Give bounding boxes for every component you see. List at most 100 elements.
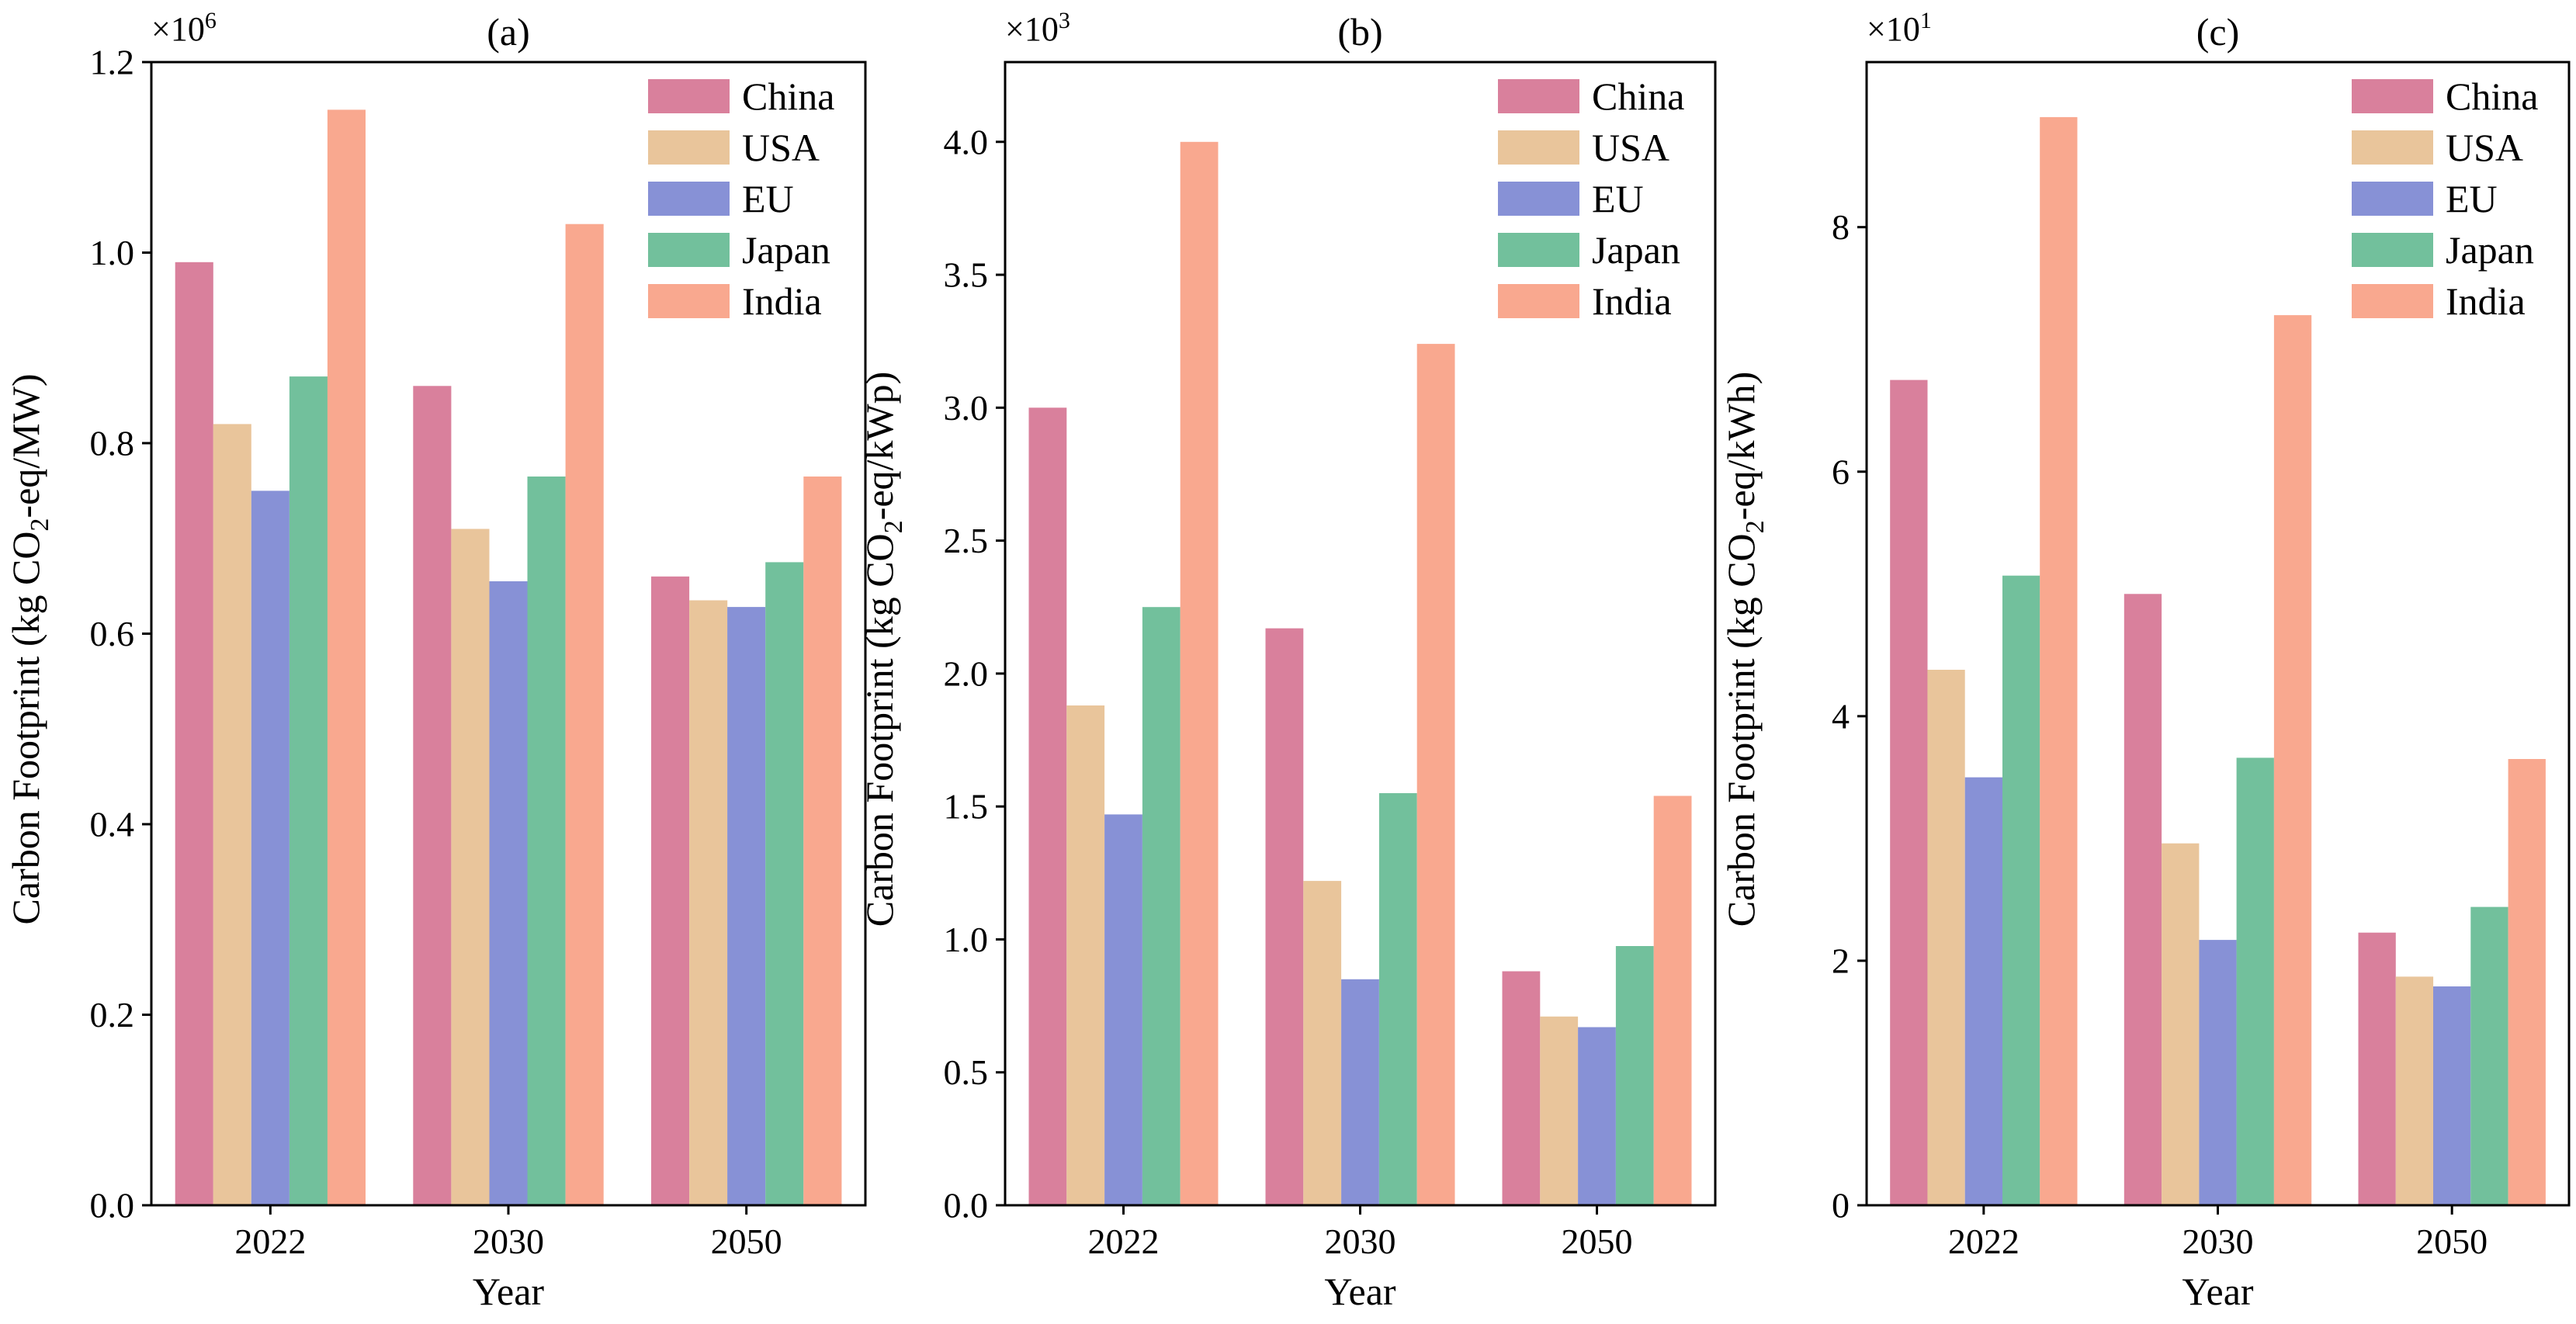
x-tick-label: 2030 xyxy=(1325,1222,1396,1261)
bar-eu-2030 xyxy=(2199,940,2237,1205)
legend-label-japan: Japan xyxy=(742,228,830,272)
x-tick-label: 2030 xyxy=(2182,1222,2254,1261)
bar-china-2030 xyxy=(2124,594,2162,1205)
bar-india-2050 xyxy=(1653,795,1692,1205)
legend-swatch-usa xyxy=(2352,130,2433,165)
bar-eu-2050 xyxy=(1578,1027,1616,1205)
y-tick-label: 0.0 xyxy=(90,1186,135,1225)
bar-china-2050 xyxy=(1502,971,1541,1205)
x-tick-label: 2050 xyxy=(2416,1222,2488,1261)
bar-japan-2022 xyxy=(2002,575,2040,1205)
bar-china-2030 xyxy=(1265,628,1304,1205)
legend-swatch-usa xyxy=(648,130,730,165)
bar-eu-2022 xyxy=(1104,814,1142,1205)
bar-japan-2050 xyxy=(2470,906,2508,1205)
y-tick-label: 3.0 xyxy=(944,388,989,428)
legend-label-china: China xyxy=(742,75,834,118)
bar-japan-2030 xyxy=(2236,757,2274,1205)
bar-japan-2030 xyxy=(527,477,566,1205)
chart-panel-2: 0.0 0.5 1.0 1.5 2.0 2.5 3.0 3.5 4.0 2022 2030 2050 Y… xyxy=(858,8,1717,1313)
x-tick-label: 2050 xyxy=(711,1222,782,1261)
bar-india-2022 xyxy=(327,109,366,1205)
y-axis-title: Carbon Footprint (kg CO2-eq/kWh) xyxy=(1719,372,1770,927)
y-tick-label: 4 xyxy=(1832,696,1850,736)
bar-india-2022 xyxy=(2040,116,2078,1205)
axis-multiplier-base: ×10 xyxy=(1005,10,1059,48)
y-axis-title: Carbon Footprint (kg CO2-eq/MW) xyxy=(4,374,54,925)
panel-title: (a) xyxy=(487,10,530,54)
bar-eu-2030 xyxy=(489,581,528,1205)
y-tick-label: 3.5 xyxy=(944,255,989,295)
y-tick-label: 8 xyxy=(1832,207,1850,247)
bar-china-2022 xyxy=(1890,380,1928,1206)
legend-label-china: China xyxy=(2446,75,2538,118)
bar-china-2022 xyxy=(175,262,213,1205)
legend-label-eu: EU xyxy=(2446,177,2498,220)
bar-india-2050 xyxy=(2508,759,2546,1205)
bar-usa-2022 xyxy=(213,424,251,1205)
bar-china-2050 xyxy=(651,576,690,1205)
y-tick-label: 1.0 xyxy=(90,233,135,272)
legend-label-usa: USA xyxy=(742,126,820,169)
axis-multiplier-exponent: 1 xyxy=(1920,8,1932,33)
axis-multiplier-base: ×10 xyxy=(151,10,205,48)
bar-usa-2050 xyxy=(1540,1016,1579,1205)
panel-title: (b) xyxy=(1337,10,1382,54)
legend-swatch-india xyxy=(648,284,730,318)
x-axis-title: Year xyxy=(473,1270,544,1313)
bar-usa-2050 xyxy=(689,600,728,1205)
bar-india-2030 xyxy=(1416,344,1455,1206)
bar-japan-2030 xyxy=(1378,793,1417,1205)
legend-swatch-eu xyxy=(1498,182,1579,216)
bar-eu-2022 xyxy=(1964,777,2002,1205)
bar-india-2030 xyxy=(565,224,604,1206)
axis-multiplier-base: ×10 xyxy=(1867,10,1920,48)
bar-india-2030 xyxy=(2273,315,2312,1206)
legend-swatch-india xyxy=(2352,284,2433,318)
legend-label-china: China xyxy=(1592,75,1684,118)
legend-label-japan: Japan xyxy=(2446,228,2534,272)
legend-swatch-eu xyxy=(2352,182,2433,216)
x-tick-label: 2022 xyxy=(234,1222,306,1261)
legend-label-usa: USA xyxy=(1592,126,1669,169)
legend-label-india: India xyxy=(2446,279,2526,323)
legend-label-india: India xyxy=(742,279,822,323)
chart-panel-3: 0 2 4 6 8 2022 2030 2050 Year Carbon Footprint (k… xyxy=(1719,8,2571,1313)
legend-swatch-japan xyxy=(1498,233,1579,267)
y-tick-label: 0.4 xyxy=(90,805,135,844)
axis-multiplier: ×101 xyxy=(1867,8,1932,48)
x-tick-label: 2050 xyxy=(1562,1222,1633,1261)
bar-usa-2022 xyxy=(1066,705,1105,1205)
panel-title: (c) xyxy=(2196,10,2240,54)
y-tick-label: 1.5 xyxy=(944,787,989,827)
axis-multiplier-exponent: 3 xyxy=(1059,8,1070,33)
y-tick-label: 0 xyxy=(1832,1186,1850,1225)
axis-multiplier: ×103 xyxy=(1005,8,1070,48)
y-axis-title-prefix: Carbon Footprint (kg CO xyxy=(4,532,47,925)
y-axis-title: Carbon Footprint (kg CO2-eq/kWp) xyxy=(858,372,908,927)
bar-usa-2022 xyxy=(1927,670,1965,1205)
bar-japan-2022 xyxy=(1142,607,1181,1205)
x-tick-label: 2030 xyxy=(473,1222,544,1261)
legend-swatch-japan xyxy=(2352,233,2433,267)
legend: China USA EU Japan India xyxy=(648,75,834,323)
y-tick-label: 2.0 xyxy=(944,653,989,693)
legend-swatch-china xyxy=(2352,79,2433,113)
y-tick-label: 0.5 xyxy=(944,1052,989,1092)
y-tick-label: 6 xyxy=(1832,452,1850,491)
bar-eu-2050 xyxy=(2433,986,2471,1205)
y-tick-label: 0.0 xyxy=(944,1186,989,1225)
legend-swatch-china xyxy=(1498,79,1579,113)
bar-china-2050 xyxy=(2358,932,2396,1205)
bar-india-2050 xyxy=(803,477,842,1205)
legend: China USA EU Japan India xyxy=(1498,75,1684,323)
x-axis-title: Year xyxy=(1324,1270,1395,1313)
bar-japan-2050 xyxy=(1615,946,1654,1205)
bar-usa-2030 xyxy=(451,529,490,1205)
bar-usa-2030 xyxy=(2162,843,2200,1205)
y-axis-title-prefix: Carbon Footprint (kg CO xyxy=(1719,533,1763,927)
legend-label-japan: Japan xyxy=(1592,228,1680,272)
y-tick-label: 0.8 xyxy=(90,424,135,463)
